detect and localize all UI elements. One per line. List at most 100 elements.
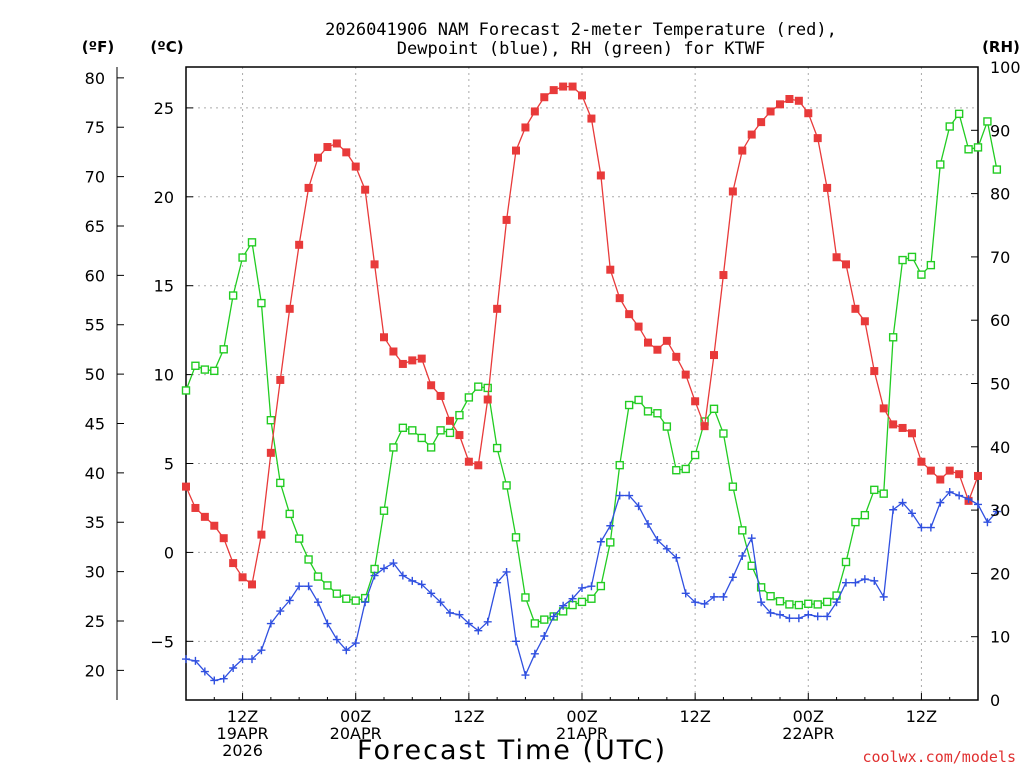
temperature-point bbox=[691, 397, 700, 406]
rh-point bbox=[851, 517, 860, 527]
temperature-point bbox=[653, 345, 662, 354]
rh-point bbox=[879, 489, 888, 498]
rh-point bbox=[983, 117, 992, 126]
rh-point bbox=[238, 253, 247, 262]
x-tick-label: 12Z bbox=[453, 707, 484, 726]
rh-point bbox=[738, 526, 747, 535]
celsius-tick-label: 10 bbox=[154, 366, 174, 385]
rh-tick-label: 50 bbox=[990, 375, 1010, 394]
rh-point bbox=[210, 366, 219, 376]
rh-point bbox=[643, 407, 653, 416]
dewpoint-point bbox=[898, 498, 907, 507]
temperature-point bbox=[757, 118, 766, 127]
dewpoint-point bbox=[889, 505, 898, 514]
fahrenheit-tick-label: 70 bbox=[85, 168, 105, 187]
dewpoint-point bbox=[945, 487, 954, 496]
dewpoint-point bbox=[314, 598, 322, 607]
temperature-point bbox=[662, 336, 671, 345]
temperature-point bbox=[898, 423, 907, 432]
temperature-point bbox=[549, 86, 558, 95]
dewpoint-point bbox=[596, 537, 605, 546]
dewpoint-point bbox=[955, 491, 964, 500]
rh-tick-label: 100 bbox=[990, 58, 1021, 77]
dewpoint-point bbox=[351, 639, 360, 648]
dewpoint-point bbox=[747, 534, 756, 543]
temperature-point bbox=[860, 317, 869, 326]
dewpoint-point bbox=[625, 491, 634, 500]
temperature-point bbox=[417, 354, 426, 363]
temperature-point bbox=[219, 534, 228, 543]
rh-point bbox=[389, 443, 398, 452]
fahrenheit-tick-label: 65 bbox=[85, 217, 105, 236]
dewpoint-point bbox=[323, 619, 332, 628]
temperature-point bbox=[804, 109, 813, 118]
dewpoint-point bbox=[380, 564, 388, 573]
chart-title-line-1: 2026041906 NAM Forecast 2-meter Temperat… bbox=[325, 20, 837, 40]
rh-point bbox=[294, 534, 304, 543]
temperature-point bbox=[747, 130, 756, 139]
rh-point bbox=[954, 109, 964, 119]
dewpoint-point bbox=[455, 610, 464, 619]
rh-point bbox=[728, 482, 738, 491]
dewpoint-point bbox=[436, 598, 445, 607]
temperature-point bbox=[427, 381, 436, 390]
fahrenheit-tick-label: 40 bbox=[85, 464, 105, 483]
dewpoint-point bbox=[427, 589, 436, 598]
celsius-tick-label: 25 bbox=[154, 99, 174, 118]
rh-point bbox=[370, 564, 379, 574]
rh-point bbox=[304, 555, 313, 564]
dewpoint-point bbox=[559, 601, 568, 610]
celsius-axis-unit: (ºC) bbox=[150, 38, 183, 56]
temperature-point bbox=[285, 304, 294, 313]
dewpoint-point bbox=[210, 676, 219, 685]
fahrenheit-tick-label: 80 bbox=[85, 69, 105, 88]
rh-point bbox=[181, 386, 191, 395]
temperature-point bbox=[578, 91, 586, 100]
dewpoint-point bbox=[606, 521, 615, 530]
temperature-point bbox=[832, 253, 841, 262]
temperature-point bbox=[719, 271, 728, 280]
temperature-point bbox=[908, 429, 916, 438]
rh-point bbox=[662, 422, 672, 431]
temperature-point bbox=[408, 356, 417, 365]
rh-point bbox=[219, 345, 228, 354]
x-tick-label: 20APR bbox=[330, 724, 382, 743]
dewpoint-point bbox=[691, 598, 700, 607]
temperature-point bbox=[540, 93, 549, 102]
temperature-point bbox=[493, 304, 502, 313]
rh-point bbox=[888, 333, 898, 342]
celsius-tick-label: −5 bbox=[150, 632, 174, 651]
dewpoint-point bbox=[710, 592, 718, 601]
dewpoint-point bbox=[182, 655, 190, 664]
fahrenheit-axis-unit: (ºF) bbox=[82, 38, 114, 56]
rh-point bbox=[719, 429, 728, 438]
rh-point bbox=[228, 291, 238, 300]
x-tick-label: 2026 bbox=[222, 741, 263, 760]
rh-point bbox=[766, 591, 775, 601]
series-layer bbox=[181, 82, 1002, 685]
dewpoint-point bbox=[389, 559, 398, 568]
dewpoint-point bbox=[568, 594, 577, 603]
rh-point bbox=[398, 423, 408, 433]
x-tick-label: 00Z bbox=[793, 707, 824, 726]
dewpoint-point bbox=[238, 655, 247, 664]
temperature-point bbox=[879, 404, 888, 413]
temperature-point bbox=[974, 471, 982, 480]
rh-point bbox=[276, 478, 285, 488]
temperature-point bbox=[361, 185, 370, 194]
dewpoint-point bbox=[530, 649, 539, 658]
rh-point bbox=[577, 597, 587, 607]
temperature-point bbox=[615, 294, 624, 303]
rh-point bbox=[257, 298, 266, 308]
dewpoint-point bbox=[860, 575, 869, 584]
dewpoint-point bbox=[398, 571, 407, 580]
temperature-point bbox=[559, 82, 568, 91]
temperature-point bbox=[342, 148, 351, 157]
dewpoint-point bbox=[540, 631, 549, 640]
temperature-point bbox=[389, 347, 398, 356]
dewpoint-point bbox=[832, 598, 841, 607]
x-axis-label: Forecast Time (UTC) bbox=[357, 735, 667, 766]
rh-point bbox=[794, 600, 804, 610]
x-tick-label: 00Z bbox=[566, 707, 597, 726]
temperature-point bbox=[191, 503, 200, 512]
